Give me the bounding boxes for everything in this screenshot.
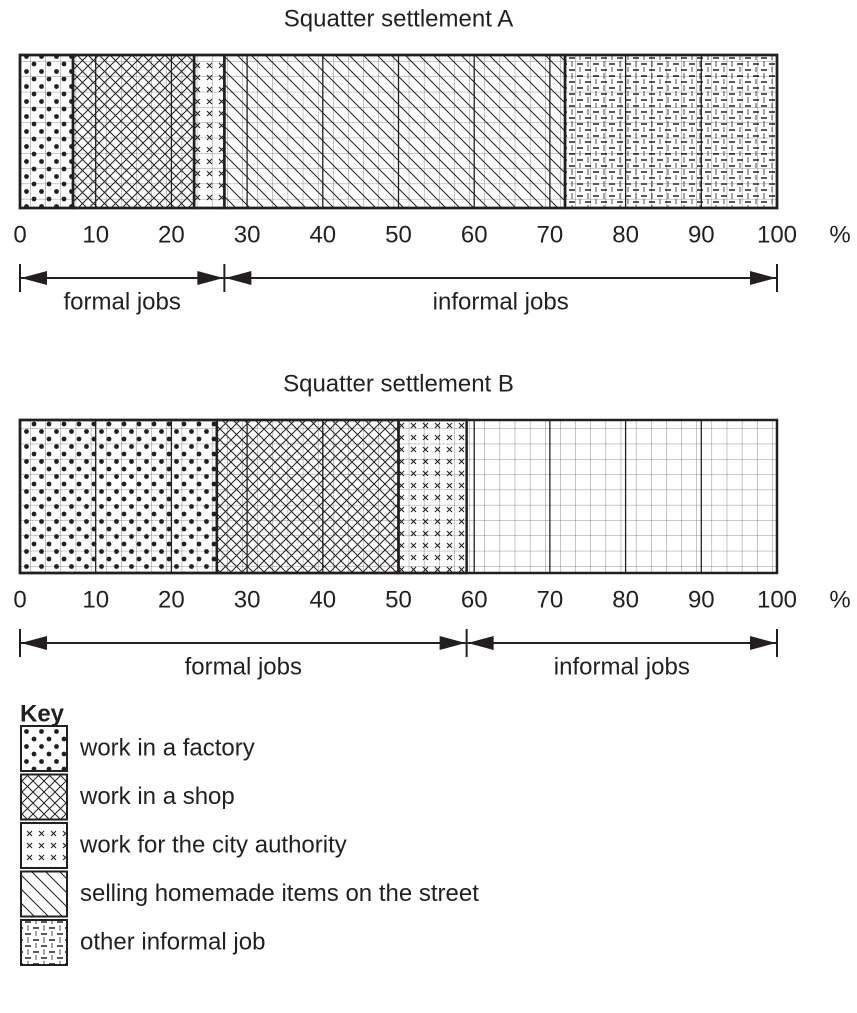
key-title: Key xyxy=(20,700,65,727)
x-tick-label: 40 xyxy=(309,221,336,248)
bar-segment xyxy=(192,53,226,210)
x-tick-label: 70 xyxy=(537,221,564,248)
bar-segment xyxy=(71,53,196,210)
bar-segment xyxy=(397,418,468,575)
x-tick-label: 10 xyxy=(82,586,109,613)
arrowhead xyxy=(21,271,47,285)
x-tick-label: 60 xyxy=(461,221,488,248)
x-tick-label: 60 xyxy=(461,586,488,613)
bar-frame xyxy=(18,418,779,575)
bar-segment xyxy=(563,53,779,210)
arrowhead xyxy=(750,636,776,650)
x-tick-label: 90 xyxy=(688,221,715,248)
bar-segment xyxy=(18,418,219,575)
x-tick-label: 80 xyxy=(612,586,639,613)
x-tick-label: 90 xyxy=(688,586,715,613)
x-unit: % xyxy=(829,586,850,613)
x-tick-label: 30 xyxy=(234,586,261,613)
arrowhead xyxy=(197,271,224,285)
key-label: work for the city authority xyxy=(79,831,347,858)
x-tick-label: 40 xyxy=(309,586,336,613)
key-label: selling homemade items on the street xyxy=(80,880,479,907)
key-label: work in a shop xyxy=(79,783,235,810)
key-label: other informal job xyxy=(80,928,265,955)
x-tick-label: 10 xyxy=(82,221,109,248)
bar-frame xyxy=(18,53,779,210)
x-tick-label: 0 xyxy=(13,586,26,613)
bar-segment xyxy=(223,53,567,210)
key-swatch xyxy=(20,773,68,821)
x-tick-label: 50 xyxy=(385,586,412,613)
x-tick-label: 0 xyxy=(13,221,26,248)
x-tick-label: 70 xyxy=(537,586,564,613)
arrowhead xyxy=(467,636,494,650)
bracket-label: formal jobs xyxy=(64,288,181,315)
bracket-label: formal jobs xyxy=(185,653,302,680)
chart-title: Squatter settlement B xyxy=(283,370,514,397)
x-tick-label: 100 xyxy=(757,221,797,248)
bar-segment xyxy=(18,53,75,210)
bracket-label: informal jobs xyxy=(433,288,569,315)
x-tick-label: 20 xyxy=(158,586,185,613)
key-swatch xyxy=(20,870,68,918)
key-swatch xyxy=(20,725,68,772)
arrowhead xyxy=(750,271,776,285)
x-unit: % xyxy=(829,221,850,248)
arrowhead xyxy=(21,636,47,650)
key-swatch xyxy=(20,919,68,966)
arrowhead xyxy=(439,636,466,650)
x-tick-label: 30 xyxy=(234,221,261,248)
x-tick-label: 20 xyxy=(158,221,185,248)
arrowhead xyxy=(225,271,252,285)
key-swatch xyxy=(20,822,68,869)
bracket-label: informal jobs xyxy=(554,653,690,680)
x-tick-label: 80 xyxy=(612,221,639,248)
x-tick-label: 100 xyxy=(757,586,797,613)
x-tick-label: 50 xyxy=(385,221,412,248)
key-label: work in a factory xyxy=(79,734,255,761)
bar-segment xyxy=(215,418,400,575)
chart-title: Squatter settlement A xyxy=(284,5,513,32)
